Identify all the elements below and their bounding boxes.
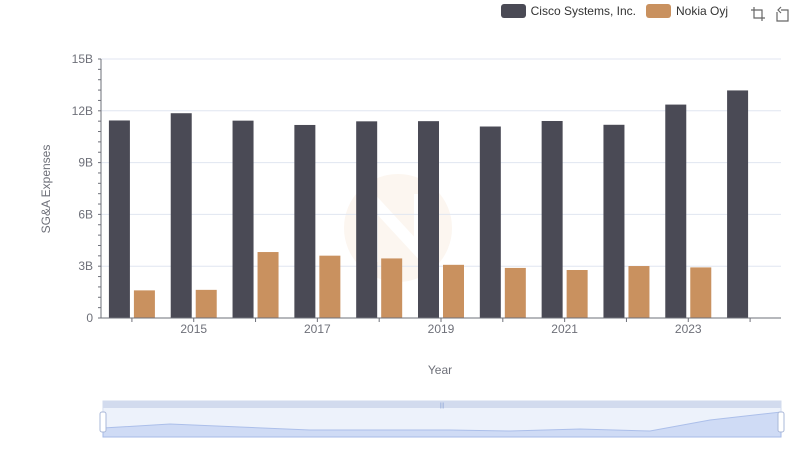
bar-nokia-2015 (195, 289, 217, 318)
bar-nokia-2017 (319, 255, 341, 318)
y-tick-label: 3B (78, 259, 93, 273)
x-tick-label: 2021 (551, 322, 578, 336)
x-tick-label: 2023 (675, 322, 702, 336)
zoom-reset-icon[interactable] (774, 6, 790, 22)
x-tick-label: 2017 (304, 322, 331, 336)
legend-item-cisco[interactable]: Cisco Systems, Inc. (500, 4, 636, 18)
bar-cisco-2019 (418, 121, 439, 318)
legend-item-nokia[interactable]: Nokia Oyj (645, 4, 728, 18)
zoom-select-icon[interactable] (750, 6, 766, 22)
bar-cisco-2017 (294, 124, 316, 318)
legend-swatch-cisco (500, 4, 526, 18)
legend-label-nokia: Nokia Oyj (675, 4, 728, 18)
bar-nokia-2016 (257, 252, 279, 318)
bar-nokia-2023 (690, 267, 712, 318)
slider-preview-line (102, 411, 782, 438)
bar-nokia-2019 (443, 264, 464, 318)
y-tick-label: 12B (72, 104, 93, 118)
bar-cisco-2020 (479, 126, 501, 318)
legend-label-cisco: Cisco Systems, Inc. (530, 4, 636, 18)
bar-nokia-2014 (133, 290, 155, 318)
bar-nokia-2022 (628, 266, 650, 318)
slider-handle-left[interactable] (99, 411, 107, 433)
bar-nokia-2018 (381, 258, 403, 318)
slider-top-bar[interactable] (103, 401, 781, 408)
bar-nokia-2021 (566, 269, 588, 318)
bar-cisco-2022 (603, 124, 625, 318)
x-tick-label: 2019 (428, 322, 455, 336)
y-tick-label: 15B (72, 52, 93, 66)
data-zoom-slider[interactable]: ||| (99, 400, 785, 438)
chart-toolbar (750, 6, 790, 22)
y-tick-label: 0 (86, 311, 93, 325)
y-tick-label: 9B (78, 156, 93, 170)
slider-handle-right[interactable] (777, 411, 785, 433)
bar-cisco-2015 (170, 113, 192, 318)
bar-cisco-2014 (108, 120, 130, 318)
y-tick-label: 6B (78, 207, 93, 221)
bar-cisco-2021 (541, 120, 563, 318)
chart-legend: Cisco Systems, Inc. Nokia Oyj (500, 4, 728, 18)
slider-grip-icon[interactable]: ||| (440, 403, 445, 409)
bar-cisco-2024 (727, 90, 749, 319)
bar-cisco-2016 (232, 120, 254, 318)
legend-swatch-nokia (645, 4, 671, 18)
bar-cisco-2018 (356, 121, 378, 318)
y-axis-title: SG&A Expenses (39, 145, 53, 234)
x-tick-label: 2015 (180, 322, 207, 336)
bar-cisco-2023 (665, 104, 687, 318)
x-axis-title: Year (428, 363, 452, 377)
bar-nokia-2020 (504, 267, 526, 318)
